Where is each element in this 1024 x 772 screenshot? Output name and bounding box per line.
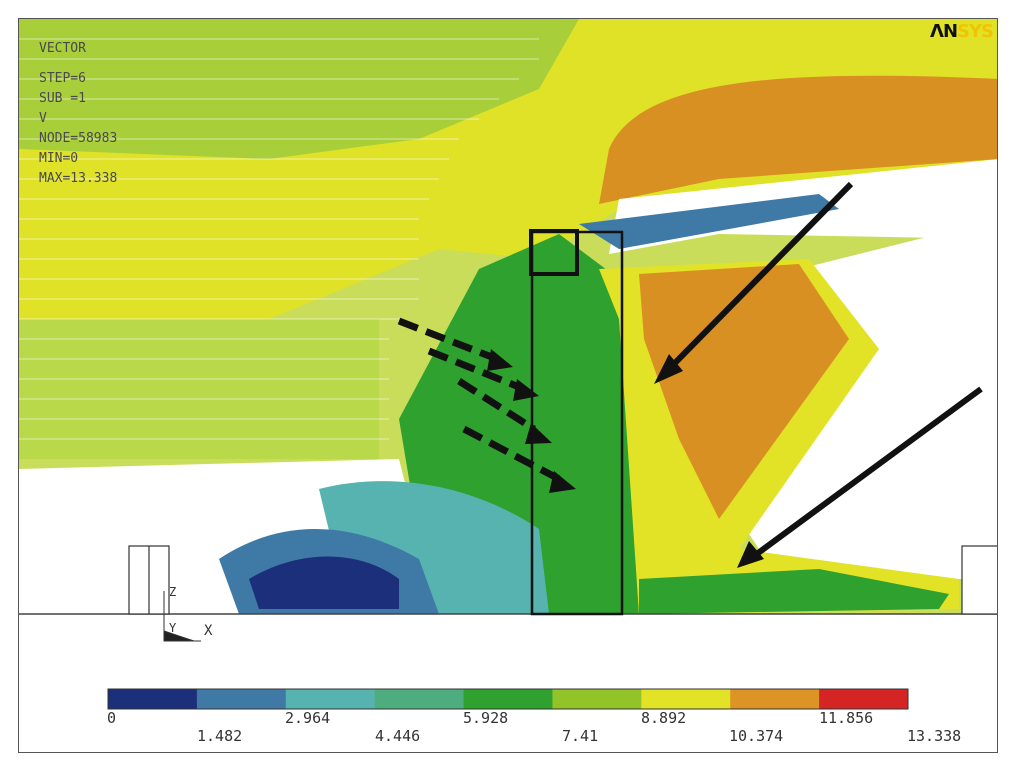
upper-green-band — [19, 19, 579, 159]
legend-swatch-4 — [463, 689, 553, 709]
info-result-type: V — [39, 111, 47, 126]
info-step: STEP=6 — [39, 71, 86, 86]
legend-swatch-6 — [641, 689, 731, 709]
legend-color-bar — [108, 689, 909, 709]
info-title: VECTOR — [39, 41, 86, 56]
dashed-flow-arrows — [397, 317, 561, 483]
legend-tick-13338: 13.338 — [907, 727, 962, 745]
right-orange-region — [639, 264, 849, 519]
triad-x-label: X — [204, 623, 213, 639]
info-min: MIN=0 — [39, 151, 79, 166]
graphics-viewport: VECTOR STEP=6 SUB =1 V NODE=58983 MIN=0 … — [18, 18, 998, 753]
vector-hatching — [19, 38, 539, 440]
info-max: MAX=13.338 — [39, 171, 118, 186]
legend-tick-741: 7.41 — [562, 727, 599, 745]
legend-tick-2964: 2.964 — [285, 709, 331, 727]
info-node: NODE=58983 — [39, 131, 118, 146]
legend-tick-4446: 4.446 — [375, 727, 421, 745]
tower-top-box — [529, 229, 579, 276]
velocity-vector-plot — [19, 19, 997, 710]
coordinate-triad — [163, 591, 201, 642]
logo-part-two: SYS — [957, 21, 994, 42]
lower-green-band — [639, 569, 949, 614]
upper-blue-streak — [579, 194, 839, 249]
legend-tick-5928: 5.928 — [463, 709, 509, 727]
solid-arrow-heads — [654, 354, 764, 568]
legend-swatch-1 — [196, 689, 287, 709]
legend-swatch-7 — [730, 689, 820, 709]
legend-frame — [107, 688, 909, 710]
vortex-dark-core — [249, 556, 399, 609]
ansys-logo: ΛNSYS — [930, 21, 994, 42]
legend-tick-8892: 8.892 — [641, 709, 687, 727]
left-building-outline — [128, 545, 170, 615]
right-building-outline — [961, 545, 997, 615]
solid-flow-arrows — [666, 181, 983, 559]
legend-tick-0: 0 — [107, 709, 117, 727]
upper-orange-region — [599, 75, 997, 204]
dashed-arrow-heads — [487, 349, 576, 493]
logo-part-one: ΛN — [930, 21, 958, 42]
legend-swatch-5 — [552, 689, 642, 709]
info-sub: SUB =1 — [39, 91, 86, 106]
legend-tick-1482: 1.482 — [197, 727, 243, 745]
legend-tick-11856: 11.856 — [819, 709, 874, 727]
legend-swatch-8 — [819, 689, 909, 709]
triad-y-label: Y — [169, 621, 177, 635]
legend-tick-10374: 10.374 — [729, 727, 784, 745]
left-green-vectors — [19, 319, 379, 459]
legend-swatch-3 — [374, 689, 465, 709]
legend-swatch-0 — [108, 689, 198, 709]
triad-z-label: Z — [169, 585, 177, 599]
legend-swatch-2 — [285, 689, 376, 709]
